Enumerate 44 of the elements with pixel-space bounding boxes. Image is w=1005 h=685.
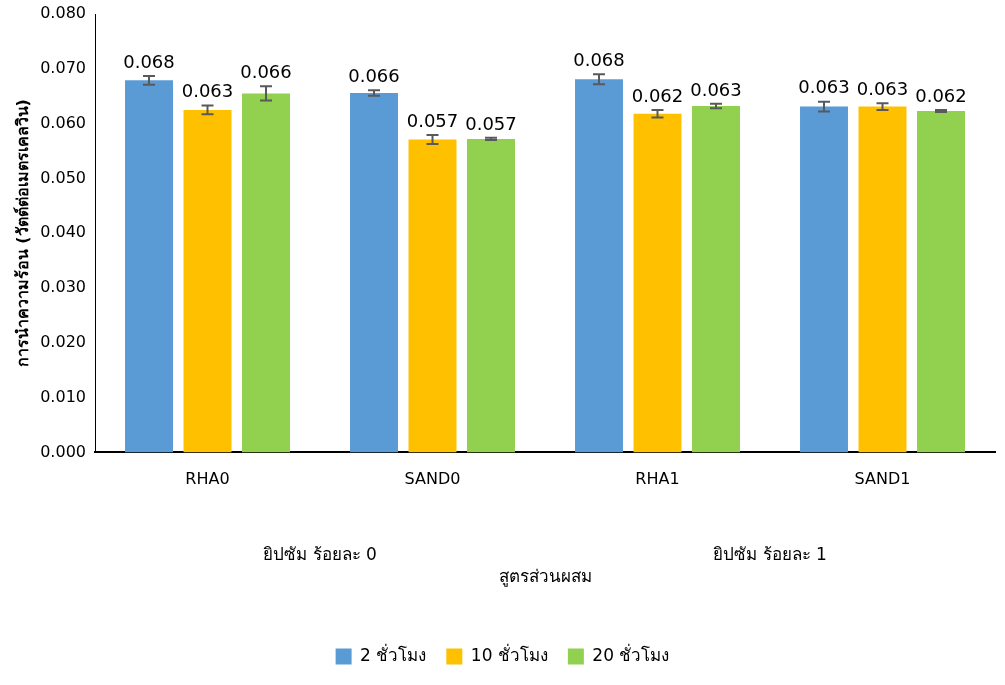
legend-label: 10 ชั่วโมง [470, 642, 548, 665]
data-label: 0.062 [631, 84, 684, 106]
y-tick-label: 0.020 [40, 331, 86, 351]
data-label: 0.057 [406, 109, 459, 131]
y-tick-label: 0.030 [40, 277, 86, 297]
legend-label: 20 ชั่วโมง [592, 642, 670, 665]
bar [858, 106, 907, 453]
bar [408, 139, 457, 453]
bar [183, 109, 232, 453]
y-tick-label: 0.050 [40, 167, 86, 187]
bar [467, 138, 515, 453]
legend-label: 2 ชั่วโมง [360, 642, 427, 665]
bar [917, 111, 965, 453]
y-tick-label: 0.010 [40, 386, 86, 406]
bar [800, 106, 848, 453]
data-label: 0.066 [240, 61, 292, 83]
data-label: 0.068 [573, 48, 625, 70]
data-label: 0.063 [856, 78, 909, 99]
y-tick-label: 0.080 [40, 3, 86, 23]
y-tick-label: 0.070 [40, 57, 86, 77]
bar [350, 92, 398, 453]
data-label: 0.063 [181, 80, 234, 102]
bar [242, 93, 290, 453]
y-tick-label: 0.000 [40, 441, 86, 461]
data-label: 0.057 [465, 112, 517, 134]
bar [692, 106, 740, 453]
data-label: 0.063 [798, 76, 850, 98]
data-label: 0.063 [690, 78, 742, 100]
x-tick-label: RHA0 [185, 469, 230, 489]
bar [633, 113, 682, 453]
x-tick-label: SAND1 [854, 469, 911, 489]
data-label: 0.068 [123, 50, 175, 72]
text: ยิปซัม ร้อยละ 1 [713, 543, 827, 564]
bar [575, 79, 623, 453]
y-tick-label: 0.060 [40, 112, 86, 132]
x-axis-title: สูตรส่วนผสม [498, 566, 592, 588]
y-tick-label: 0.040 [40, 222, 86, 242]
x-tick-label: RHA1 [635, 469, 680, 489]
bar [125, 80, 173, 453]
y-axis-title: การนำความร้อน (วัตต์ต่อเมตรเคลวิน) [12, 99, 32, 368]
x-tick-label: SAND0 [404, 469, 461, 489]
text: ยิปซัม ร้อยละ 0 [263, 543, 377, 564]
data-label: 0.066 [348, 64, 400, 86]
data-label: 0.062 [915, 84, 967, 106]
